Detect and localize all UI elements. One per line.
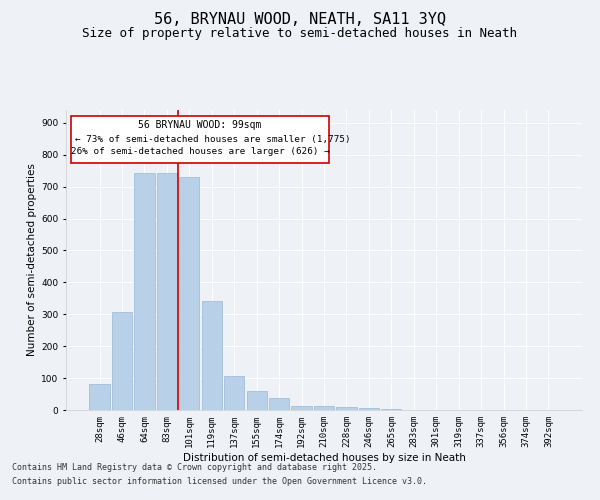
Bar	[202, 302, 222, 410]
Text: Contains HM Land Registry data © Crown copyright and database right 2025.: Contains HM Land Registry data © Crown c…	[12, 464, 377, 472]
Text: ← 73% of semi-detached houses are smaller (1,775): ← 73% of semi-detached houses are smalle…	[75, 134, 351, 143]
Bar	[337, 408, 356, 410]
Y-axis label: Number of semi-detached properties: Number of semi-detached properties	[27, 164, 37, 356]
Text: 56, BRYNAU WOOD, NEATH, SA11 3YQ: 56, BRYNAU WOOD, NEATH, SA11 3YQ	[154, 12, 446, 28]
Bar	[112, 312, 132, 410]
Text: Contains public sector information licensed under the Open Government Licence v3: Contains public sector information licen…	[12, 477, 427, 486]
Bar	[247, 391, 267, 410]
FancyBboxPatch shape	[71, 116, 329, 162]
Bar	[89, 384, 110, 410]
Bar	[134, 173, 155, 410]
Bar	[224, 376, 244, 410]
Text: Size of property relative to semi-detached houses in Neath: Size of property relative to semi-detach…	[83, 28, 517, 40]
Bar	[292, 406, 311, 410]
Bar	[314, 406, 334, 410]
Text: 56 BRYNAU WOOD: 99sqm: 56 BRYNAU WOOD: 99sqm	[139, 120, 262, 130]
Text: 26% of semi-detached houses are larger (626) →: 26% of semi-detached houses are larger (…	[71, 148, 329, 156]
Bar	[157, 173, 177, 410]
Bar	[179, 177, 199, 410]
Bar	[359, 408, 379, 410]
X-axis label: Distribution of semi-detached houses by size in Neath: Distribution of semi-detached houses by …	[182, 452, 466, 462]
Bar	[269, 398, 289, 410]
